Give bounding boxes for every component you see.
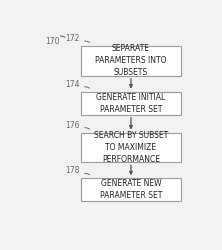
Text: 174: 174 — [65, 80, 79, 89]
FancyBboxPatch shape — [81, 178, 181, 201]
FancyBboxPatch shape — [81, 46, 181, 76]
Text: GENERATE INITIAL
PARAMETER SET: GENERATE INITIAL PARAMETER SET — [96, 92, 166, 114]
FancyBboxPatch shape — [81, 132, 181, 162]
Text: 170: 170 — [45, 37, 59, 46]
Text: SEPARATE
PARAMETERS INTO
SUBSETS: SEPARATE PARAMETERS INTO SUBSETS — [95, 44, 167, 78]
Text: SEARCH BY SUBSET
TO MAXIMIZE
PERFORMANCE: SEARCH BY SUBSET TO MAXIMIZE PERFORMANCE — [94, 131, 168, 164]
Text: 172: 172 — [65, 34, 79, 43]
Text: 176: 176 — [65, 120, 79, 130]
FancyBboxPatch shape — [81, 92, 181, 115]
Text: GENERATE NEW
PARAMETER SET: GENERATE NEW PARAMETER SET — [100, 179, 162, 200]
Text: 178: 178 — [65, 166, 79, 175]
